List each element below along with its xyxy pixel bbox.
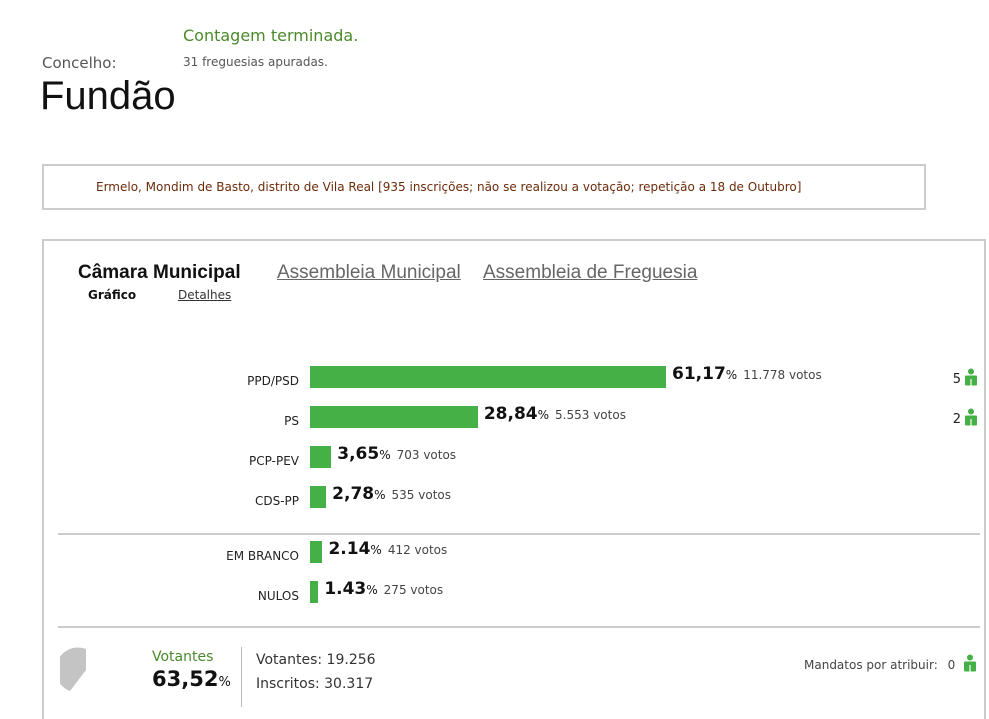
votantes-percentage: 63,52% [152,667,231,691]
subtab-grafico[interactable]: Gráfico [88,288,137,302]
mandatos-por-atribuir: Mandatos por atribuir: 0 [804,654,977,672]
seat-count: 2 [928,408,978,427]
notice-text: Ermelo, Mondim de Basto, distrito de Vil… [96,180,802,194]
percentage-value: 28,84 [483,404,538,424]
result-percentage: 3,65% 703 votos [337,444,456,464]
result-percentage: 61,17% 11.778 votos [672,364,822,384]
chart-divider [58,533,980,535]
percent-symbol: % [366,583,378,597]
notice-box: Ermelo, Mondim de Basto, distrito de Vil… [42,164,926,210]
party-label: PS [284,414,299,428]
percent-symbol: % [537,408,550,422]
percent-symbol: % [374,488,386,502]
status-title: Contagem terminada. [183,26,359,45]
result-percentage: 2.14% 412 votos [328,539,447,559]
summary-separator [241,647,242,707]
subtab-detalhes[interactable]: Detalhes [178,288,232,302]
mandatos-value: 0 [947,658,956,672]
seat-number: 5 [952,372,961,387]
percentage-value: 2,78 [332,484,375,504]
status-subtitle: 31 freguesias apuradas. [183,55,328,69]
vote-count: 11.778 votos [743,368,822,382]
votantes-count: Votantes: 19.256 [256,652,376,668]
tab-assembleia-freguesia[interactable]: Assembleia de Freguesia [483,262,698,283]
vote-count: 535 votos [391,488,451,502]
result-bar [310,581,319,603]
result-bar [310,406,478,428]
seat-number: 2 [952,412,961,427]
tab-camara-municipal[interactable]: Câmara Municipal [78,262,241,283]
percent-symbol: % [725,368,738,382]
percentage-value: 2.14 [328,539,371,559]
result-bar [310,486,327,508]
percent-symbol: % [218,675,231,690]
result-percentage: 1.43% 275 votos [324,579,443,599]
concelho-label: Concelho: [42,54,117,72]
result-bar [310,541,323,563]
vote-count: 412 votos [387,543,448,557]
percentage-value: 1.43 [324,579,367,599]
result-percentage: 28,84% 5.553 votos [484,404,626,424]
party-label: NULOS [257,589,299,603]
percentage-value: 61,17 [672,364,726,384]
person-icon [964,654,977,672]
percent-symbol: % [379,448,391,462]
vote-count: 5.553 votos [555,408,626,422]
result-bar [310,366,666,388]
party-label: EM BRANCO [226,549,299,563]
percentage-value: 3,65 [337,444,380,464]
result-percentage: 2,78% 535 votos [332,484,451,504]
party-label: PPD/PSD [247,374,299,388]
concelho-name: Fundão [40,74,176,118]
seat-count: 5 [928,368,978,387]
mandatos-label: Mandatos por atribuir: [804,658,938,672]
tab-assembleia-municipal[interactable]: Assembleia Municipal [277,262,461,283]
person-icon [965,408,977,426]
party-label: CDS-PP [254,494,299,508]
vote-count: 275 votos [383,583,444,597]
vote-count: 703 votos [396,448,457,462]
votantes-percentage-value: 63,52 [152,667,219,691]
percent-symbol: % [370,543,382,557]
person-icon [965,368,977,386]
votantes-label: Votantes [152,649,214,665]
result-bar [310,446,332,468]
results-panel: Câmara Municipal Assembleia Municipal As… [42,239,986,719]
summary-divider [58,626,980,628]
participation-pie-icon [60,647,86,691]
inscritos-count: Inscritos: 30.317 [256,676,374,692]
party-label: PCP-PEV [249,454,299,468]
